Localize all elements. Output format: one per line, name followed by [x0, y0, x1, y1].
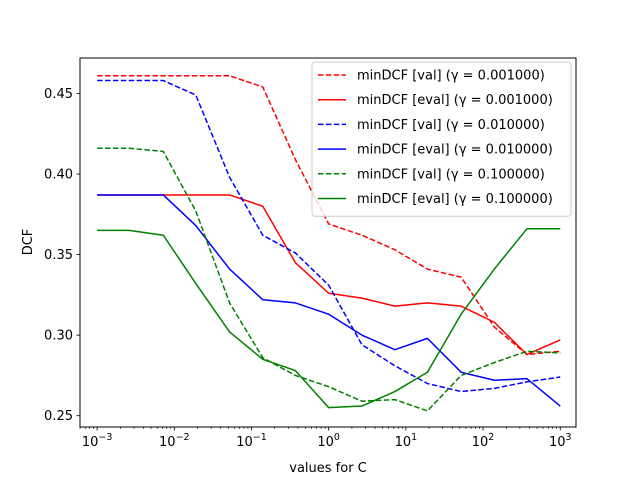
- x-tick-label-0: 10−3: [82, 432, 113, 450]
- x-tick-label-2: 10−1: [236, 432, 267, 450]
- x-tick-label-5: 102: [472, 432, 495, 450]
- y-tick-label-2: 0.35: [44, 248, 73, 263]
- legend-label-2: minDCF [val] (γ = 0.010000): [357, 118, 545, 133]
- y-tick-label-3: 0.40: [44, 168, 73, 183]
- plot-frame: [79, 57, 577, 428]
- legend-label-5: minDCF [eval] (γ = 0.100000): [357, 192, 553, 207]
- legend-label-3: minDCF [eval] (γ = 0.010000): [357, 143, 553, 158]
- x-tick-label-6: 103: [549, 432, 572, 450]
- x-tick-label-4: 101: [395, 432, 418, 450]
- legend: minDCF [val] (γ = 0.001000) minDCF [eval]…: [311, 61, 572, 217]
- legend-box: [311, 61, 572, 217]
- x-axis-label: values for C: [289, 461, 367, 476]
- legend-label-0: minDCF [val] (γ = 0.001000): [357, 69, 545, 84]
- legend-label-4: minDCF [val] (γ = 0.100000): [357, 167, 545, 182]
- series-line-4: [97, 147, 561, 412]
- legend-label-1: minDCF [eval] (γ = 0.001000): [357, 93, 553, 108]
- y-axis-label: DCF: [21, 229, 36, 256]
- series-line-2: [97, 79, 561, 393]
- series-line-3: [97, 194, 561, 407]
- series-line-1: [97, 194, 561, 356]
- series-line-5: [97, 228, 561, 409]
- series-line-0: [97, 74, 561, 356]
- ticks-layer: 10−3 10−2 10−1 100 101 102 103 0.25 0.30 0.35 0.40…: [44, 87, 571, 450]
- x-tick-label-3: 100: [317, 432, 340, 450]
- series-layer: [97, 74, 561, 412]
- y-tick-label-0: 0.25: [44, 409, 73, 424]
- x-tick-label-1: 10−2: [159, 432, 190, 450]
- y-tick-label-4: 0.45: [44, 87, 73, 102]
- y-tick-label-1: 0.30: [44, 329, 73, 344]
